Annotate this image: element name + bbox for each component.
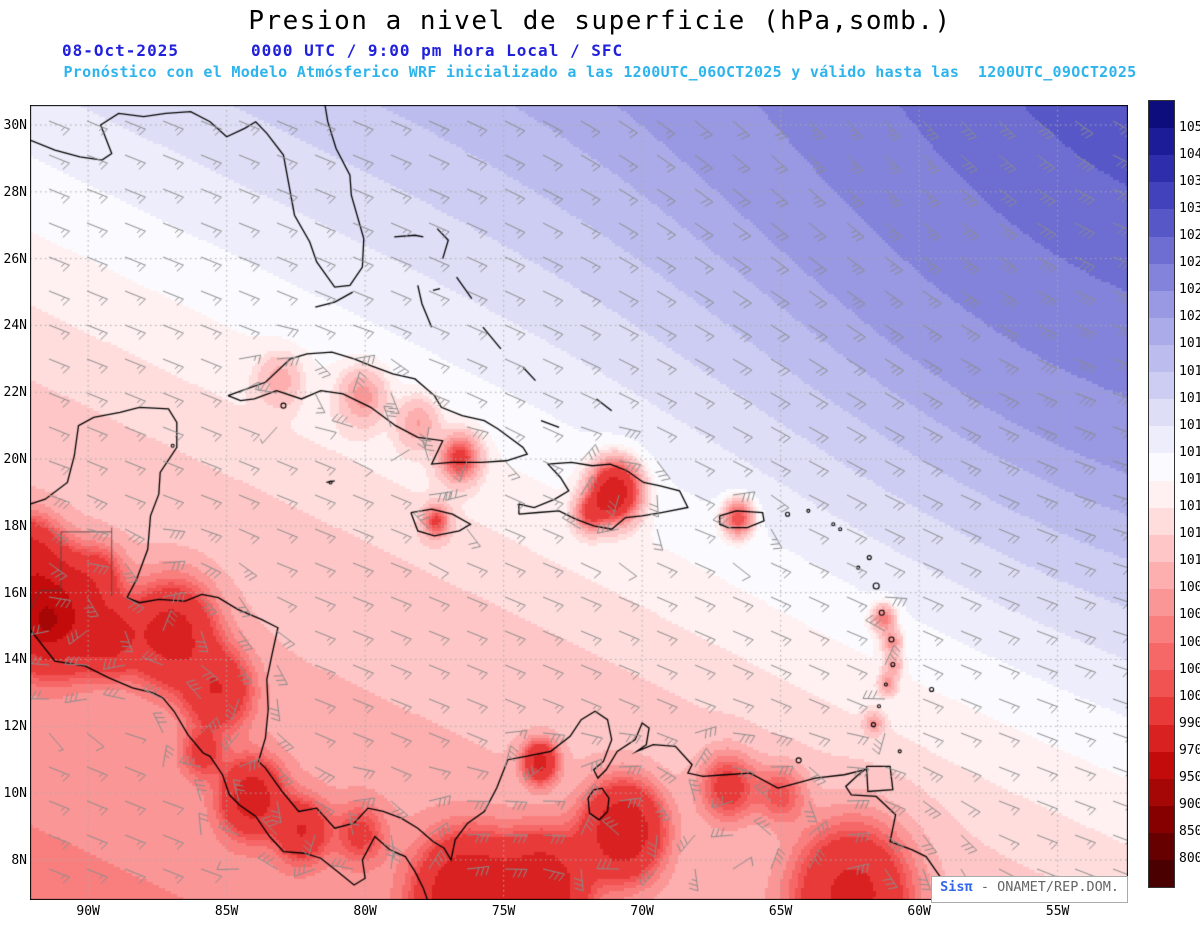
colorbar-value-label: 1040 — [1179, 146, 1200, 162]
colorbar-value-label: 1012 — [1179, 526, 1200, 542]
y-axis-tick-label: 22N — [3, 385, 27, 401]
x-axis-tick-label: 70W — [630, 904, 654, 919]
colorbar-value-label: 1050 — [1179, 119, 1200, 135]
y-axis-tick-label: 24N — [3, 318, 27, 334]
time-text: 0000 UTC / 9:00 pm Hora Local / SFC — [250, 41, 624, 60]
x-axis-tick-label: 85W — [214, 904, 239, 919]
y-axis-tick-label: 30N — [3, 118, 27, 134]
forecast-line: Pronóstico con el Modelo Atmósferico WRF… — [63, 63, 1137, 81]
colorbar-value-label: 1004 — [1179, 634, 1200, 650]
colorbar-value-label: 1006 — [1179, 607, 1200, 623]
colorbar-segment — [1149, 480, 1174, 508]
colorbar-value-label: 1028 — [1179, 228, 1200, 244]
colorbar-segment — [1149, 399, 1174, 427]
colorbar-segment — [1149, 670, 1174, 698]
y-axis-tick-label: 10N — [3, 786, 27, 802]
colorbar-value-label: 950 — [1179, 770, 1200, 786]
colorbar-value-label: 1015 — [1179, 444, 1200, 460]
x-axis-tick-label: 90W — [76, 904, 100, 919]
x-axis-tick-label: 75W — [491, 904, 516, 919]
colorbar-value-label: 1019 — [1179, 336, 1200, 352]
colorbar-segment — [1149, 751, 1174, 779]
colorbar-segment — [1149, 561, 1174, 589]
colorbar-segment — [1149, 588, 1174, 617]
colorbar-value-label: 1002 — [1179, 661, 1200, 677]
y-axis-tick-label: 16N — [3, 585, 27, 601]
colorbar-segment — [1149, 155, 1174, 183]
x-axis-tick-label: 60W — [907, 904, 931, 919]
colorbar-segment — [1149, 724, 1174, 752]
colorbar-value-label: 1020 — [1179, 309, 1200, 325]
colorbar-value-label: 1016 — [1179, 417, 1200, 433]
colorbar-segment — [1149, 290, 1174, 318]
colorbar-value-label: 970 — [1179, 742, 1200, 758]
y-axis-tick-label: 12N — [3, 719, 27, 735]
x-axis-tick-label: 65W — [768, 904, 793, 919]
colorbar-value-label: 1022 — [1179, 282, 1200, 298]
colorbar-value-label: 800 — [1179, 851, 1200, 867]
colorbar-value-label: 990 — [1179, 715, 1200, 731]
x-axis-tick-label: 55W — [1045, 904, 1070, 919]
datetime-line: 08-Oct-2025 0000 UTC / 9:00 pm Hora Local… — [62, 41, 623, 60]
colorbar-segment — [1149, 534, 1174, 562]
colorbar-value-label: 1000 — [1179, 688, 1200, 704]
y-axis-tick-label: 18N — [3, 518, 27, 534]
y-axis-tick-label: 20N — [3, 452, 27, 468]
colorbar-value-label: 1014 — [1179, 471, 1200, 487]
colorbar-segment — [1149, 101, 1174, 129]
colorbar-segment — [1149, 128, 1174, 156]
colorbar-value-label: 1013 — [1179, 499, 1200, 515]
x-axis-tick-label: 80W — [353, 904, 377, 919]
colorbar-segment — [1149, 507, 1174, 535]
colorbar-value-label: 1008 — [1179, 580, 1200, 596]
colorbar-segment — [1149, 182, 1174, 210]
colorbar-segment — [1149, 616, 1174, 644]
colorbar-segment — [1149, 778, 1174, 806]
colorbar-value-label: 1035 — [1179, 173, 1200, 189]
attribution: Sisπ - ONAMET/REP.DOM. — [931, 876, 1128, 903]
colorbar-segment — [1149, 236, 1174, 264]
colorbar-value-label: 1025 — [1179, 255, 1200, 271]
date-text: 08-Oct-2025 — [62, 41, 179, 60]
colorbar-segment — [1149, 209, 1174, 237]
y-axis-tick-label: 26N — [3, 251, 27, 267]
y-axis-tick-label: 8N — [11, 852, 27, 868]
colorbar-segment — [1149, 453, 1174, 481]
colorbar-value-label: 1017 — [1179, 390, 1200, 406]
colorbar-segment — [1149, 344, 1174, 373]
colorbar-segment — [1149, 697, 1174, 725]
colorbar — [1148, 100, 1175, 888]
colorbar-value-label: 850 — [1179, 824, 1200, 840]
attribution-brand: Sisπ — [940, 879, 973, 895]
y-axis-tick-label: 14N — [3, 652, 27, 668]
page-title: Presion a nivel de superficie (hPa,somb.… — [248, 6, 952, 36]
colorbar-segment — [1149, 805, 1174, 833]
colorbar-value-label: 1030 — [1179, 200, 1200, 216]
colorbar-segment — [1149, 263, 1174, 291]
colorbar-segment — [1149, 372, 1174, 400]
colorbar-segment — [1149, 643, 1174, 671]
colorbar-value-label: 1018 — [1179, 363, 1200, 379]
colorbar-segment — [1149, 860, 1174, 888]
colorbar-segment — [1149, 832, 1174, 861]
colorbar-value-label: 900 — [1179, 797, 1200, 813]
attribution-text: - ONAMET/REP.DOM. — [972, 879, 1119, 895]
colorbar-value-label: 1010 — [1179, 553, 1200, 569]
pressure-map-canvas — [30, 105, 1128, 900]
y-axis-tick-label: 28N — [3, 184, 27, 200]
colorbar-segment — [1149, 426, 1174, 454]
colorbar-segment — [1149, 317, 1174, 345]
